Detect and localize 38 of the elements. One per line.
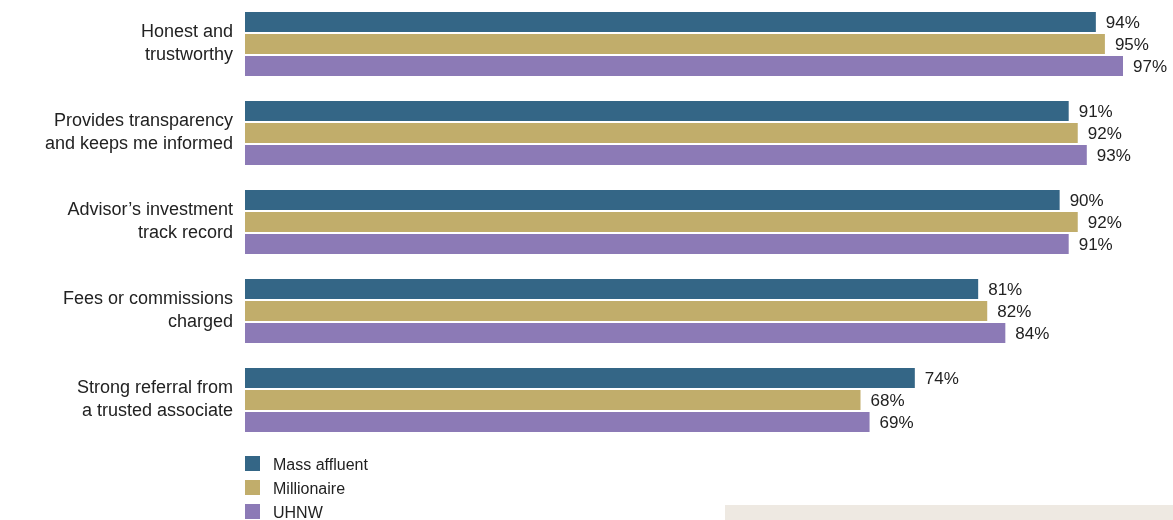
data-label: 84% xyxy=(1015,323,1050,343)
legend-label: Mass affluent xyxy=(273,455,369,473)
data-label: 68% xyxy=(870,390,905,410)
bar xyxy=(245,412,870,432)
data-label: 90% xyxy=(1069,190,1104,210)
data-label: 97% xyxy=(1133,56,1168,76)
bar xyxy=(245,56,1123,76)
data-label: 69% xyxy=(879,412,914,432)
data-label: 92% xyxy=(1087,123,1122,143)
bar xyxy=(245,145,1087,165)
data-label: 91% xyxy=(1078,234,1113,254)
bar xyxy=(245,301,988,321)
y-tick-label: Fees or commissions charged xyxy=(62,287,233,331)
data-label: 82% xyxy=(997,301,1032,321)
y-tick-label: Provides transparency and keeps me informed xyxy=(44,109,233,153)
bar xyxy=(245,12,1096,32)
bar xyxy=(245,368,915,388)
bar xyxy=(245,123,1078,143)
y-tick-label: Advisor’s investment track record xyxy=(67,198,233,242)
data-label: 93% xyxy=(1096,145,1131,165)
legend-label: Millionaire xyxy=(273,479,346,497)
y-tick-label: Honest and trustworthy xyxy=(140,20,233,64)
bar xyxy=(245,234,1069,254)
data-label: 92% xyxy=(1087,212,1122,232)
bar xyxy=(245,323,1006,343)
y-tick-label: Strong referral from a trusted associate xyxy=(76,376,233,420)
data-label: 91% xyxy=(1078,101,1113,121)
bar xyxy=(245,190,1060,210)
data-label: 81% xyxy=(988,279,1023,299)
bar xyxy=(245,34,1105,54)
data-label: 74% xyxy=(924,368,959,388)
bar xyxy=(245,212,1078,232)
data-label: 94% xyxy=(1105,12,1140,32)
bar xyxy=(245,101,1069,121)
data-label: 95% xyxy=(1114,34,1149,54)
bar xyxy=(245,279,979,299)
bar xyxy=(245,390,861,410)
legend-label: UHNW xyxy=(273,503,324,520)
